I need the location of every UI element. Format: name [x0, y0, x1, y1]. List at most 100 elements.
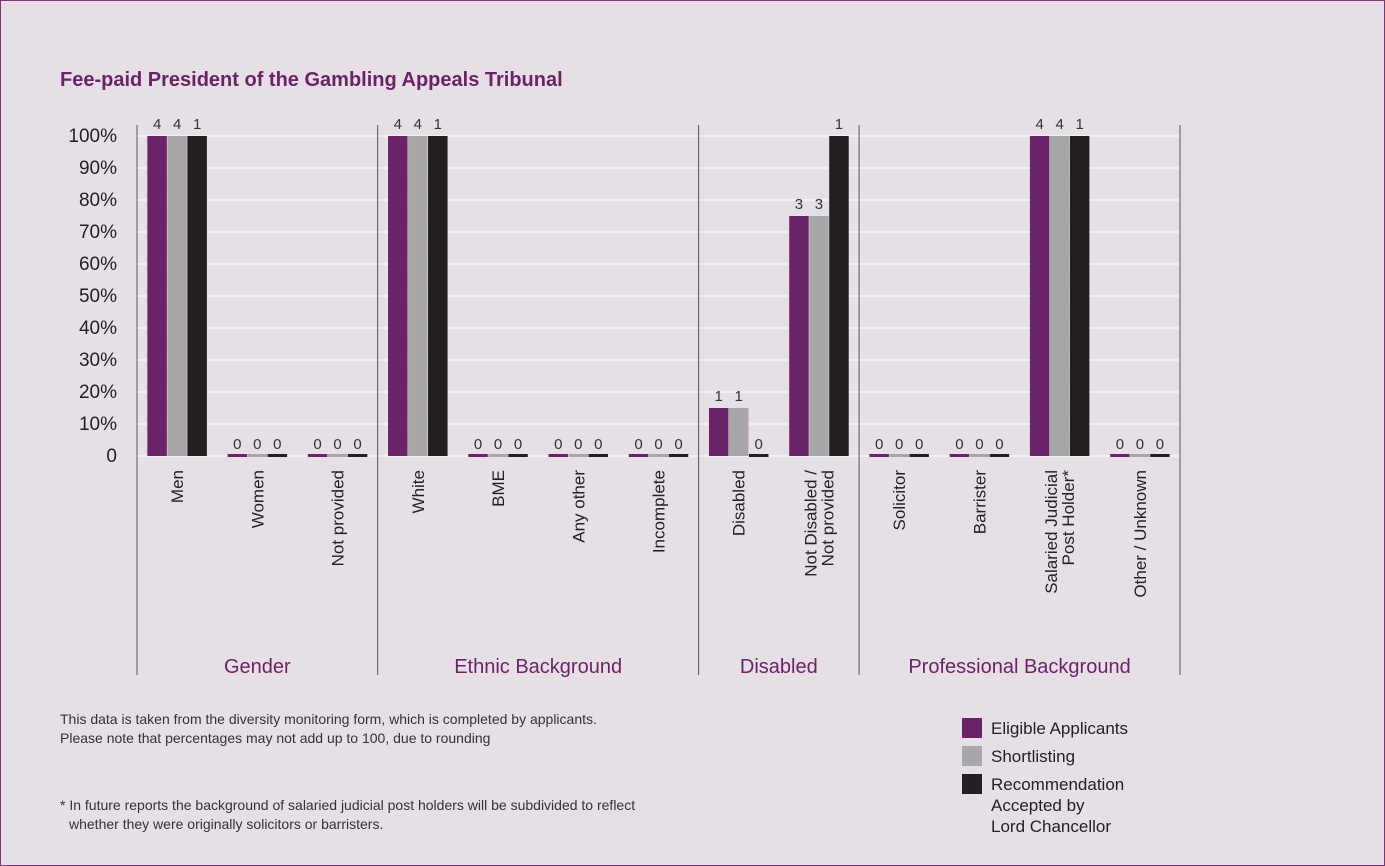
data-label: 0	[353, 436, 361, 453]
bar	[568, 454, 589, 457]
x-tick-group: Incomplete	[650, 470, 669, 553]
x-tick-label: Women	[248, 470, 267, 528]
bar	[728, 408, 749, 456]
bar	[187, 136, 207, 456]
bar	[1049, 136, 1070, 456]
data-label: 3	[815, 196, 823, 213]
bar	[488, 454, 508, 457]
bar	[408, 136, 428, 456]
data-label: 4	[394, 116, 402, 133]
legend-label: Recommendation Accepted by Lord Chancellor	[991, 775, 1124, 836]
bar	[428, 136, 448, 456]
bar	[989, 454, 1010, 457]
bar	[267, 454, 288, 457]
data-label: 0	[955, 436, 963, 453]
data-label: 0	[1136, 436, 1144, 453]
data-label: 3	[795, 196, 803, 213]
bar	[548, 454, 569, 457]
data-label: 0	[1116, 436, 1124, 453]
x-tick-group: Disabled	[730, 470, 749, 536]
bar	[809, 216, 829, 456]
data-label: 0	[634, 436, 642, 453]
x-tick-group: Any other	[569, 470, 588, 543]
legend-swatch	[962, 774, 982, 794]
data-label: 1	[1075, 116, 1083, 133]
x-tick-group: Women	[248, 470, 267, 528]
x-tick-label: White	[409, 470, 428, 513]
x-tick-group: BME	[489, 470, 508, 507]
bar	[307, 454, 328, 457]
bar	[869, 454, 889, 457]
legend-label: Shortlisting	[991, 747, 1075, 766]
legend-swatch	[962, 746, 982, 766]
bar	[1069, 136, 1090, 456]
bar	[748, 454, 769, 457]
data-label: 0	[494, 436, 502, 453]
bar	[889, 454, 909, 457]
x-tick-group: Men	[168, 470, 187, 503]
y-tick-label: 60%	[79, 254, 117, 275]
x-tick-label: Incomplete	[650, 470, 669, 553]
bar	[909, 454, 929, 457]
data-label: 0	[253, 436, 261, 453]
data-label: 1	[735, 388, 743, 405]
group-label: Disabled	[740, 656, 818, 678]
x-tick-group: Barrister	[970, 470, 989, 535]
bar	[789, 216, 809, 456]
y-tick-label: 70%	[79, 222, 117, 243]
data-label: 0	[995, 436, 1003, 453]
data-label: 1	[835, 116, 843, 133]
x-tick-label: Not provided	[329, 470, 348, 566]
y-tick-label: 50%	[79, 286, 117, 307]
x-tick-group: Not provided	[329, 470, 348, 566]
x-tick-label: Disabled	[730, 470, 749, 536]
data-label: 1	[193, 116, 201, 133]
bar	[347, 454, 368, 457]
footnote: * In future reports the background of sa…	[60, 797, 635, 813]
note: This data is taken from the diversity mo…	[60, 711, 597, 727]
data-label: 0	[474, 436, 482, 453]
bar	[167, 136, 187, 456]
y-tick-label: 40%	[79, 318, 117, 339]
bar	[227, 454, 248, 457]
x-tick-label: Men	[168, 470, 187, 503]
y-tick-label: 90%	[79, 158, 117, 179]
data-label: 0	[975, 436, 983, 453]
data-label: 0	[313, 436, 321, 453]
bar	[388, 136, 408, 456]
bar	[1130, 454, 1150, 457]
data-label: 0	[574, 436, 582, 453]
data-label: 1	[434, 116, 442, 133]
data-label: 0	[273, 436, 281, 453]
data-label: 1	[715, 388, 723, 405]
bar	[668, 454, 689, 457]
x-tick-label: Other / Unknown	[1131, 470, 1150, 598]
x-tick-label: Any other	[569, 470, 588, 543]
data-label: 4	[173, 116, 181, 133]
bar	[1029, 136, 1050, 456]
y-tick-label: 100%	[68, 126, 117, 147]
data-label: 0	[594, 436, 602, 453]
x-tick-group: Solicitor	[890, 470, 909, 531]
bar	[508, 454, 528, 457]
bar	[969, 454, 990, 457]
bar	[147, 136, 167, 456]
data-label: 0	[654, 436, 662, 453]
bar	[949, 454, 970, 457]
bar	[648, 454, 669, 457]
x-tick-label: Salaried JudicialPost Holder*	[1042, 470, 1078, 594]
y-tick-label: 30%	[79, 350, 117, 371]
bar	[708, 408, 729, 456]
x-tick-group: Other / Unknown	[1131, 470, 1150, 598]
data-label: 0	[554, 436, 562, 453]
data-label: 0	[514, 436, 522, 453]
data-label: 0	[915, 436, 923, 453]
x-tick-group: Not Disabled /Not provided	[801, 470, 837, 577]
data-label: 0	[755, 436, 763, 453]
bar	[468, 454, 488, 457]
bar	[829, 136, 849, 456]
bar	[588, 454, 609, 457]
bar	[327, 454, 348, 457]
data-label: 4	[414, 116, 422, 133]
